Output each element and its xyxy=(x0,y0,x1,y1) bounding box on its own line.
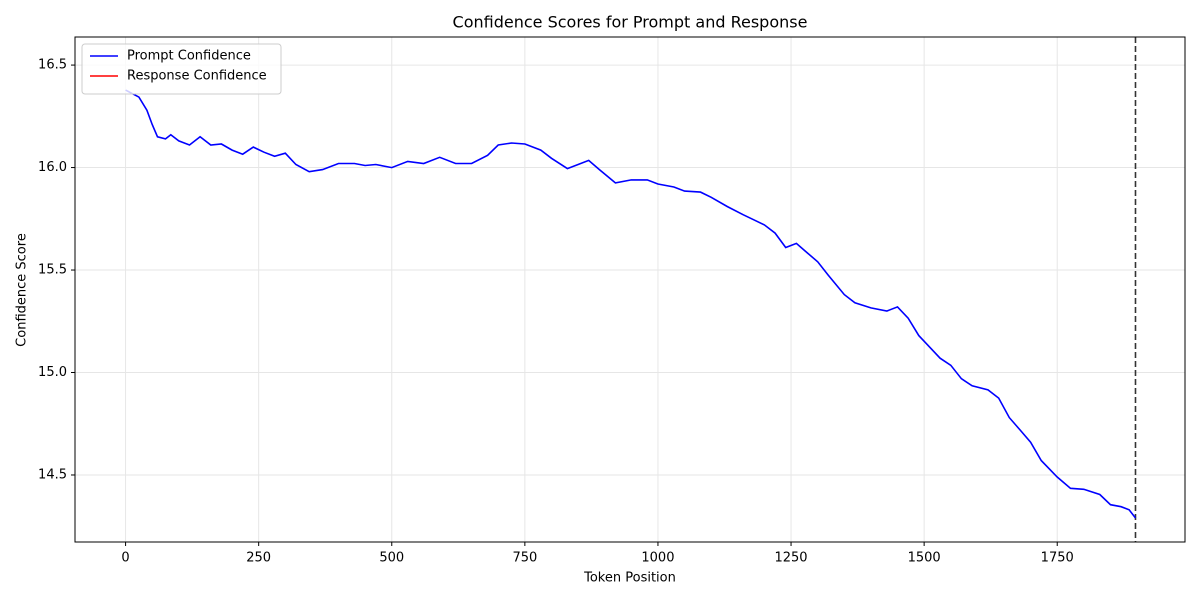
x-tick-label: 500 xyxy=(379,551,404,566)
x-tick-label: 1750 xyxy=(1041,551,1074,566)
y-tick-label: 16.0 xyxy=(38,160,67,175)
x-tick-label: 1250 xyxy=(774,551,807,566)
x-tick-label: 1500 xyxy=(908,551,941,566)
x-tick-label: 0 xyxy=(121,551,129,566)
y-tick-label: 15.5 xyxy=(38,263,67,278)
y-tick-label: 14.5 xyxy=(38,467,67,482)
y-tick-label: 15.0 xyxy=(38,365,67,380)
line xyxy=(125,89,1137,519)
plot-frame xyxy=(74,36,1186,543)
x-tick-label: 1000 xyxy=(641,551,674,566)
legend-box xyxy=(81,43,282,95)
legend: Prompt Confidence Response Confidence xyxy=(81,43,282,95)
legend-label: Prompt Confidence xyxy=(127,49,251,64)
legend-label: Response Confidence xyxy=(127,69,267,84)
x-tick-label: 250 xyxy=(246,551,271,566)
y-axis-label: Confidence Score xyxy=(15,233,30,347)
chart-title: Confidence Scores for Prompt and Respons… xyxy=(453,13,808,32)
y-tick-label: 16.5 xyxy=(38,58,67,73)
x-tick-label: 750 xyxy=(512,551,537,566)
x-axis-label: Token Position xyxy=(583,571,676,586)
